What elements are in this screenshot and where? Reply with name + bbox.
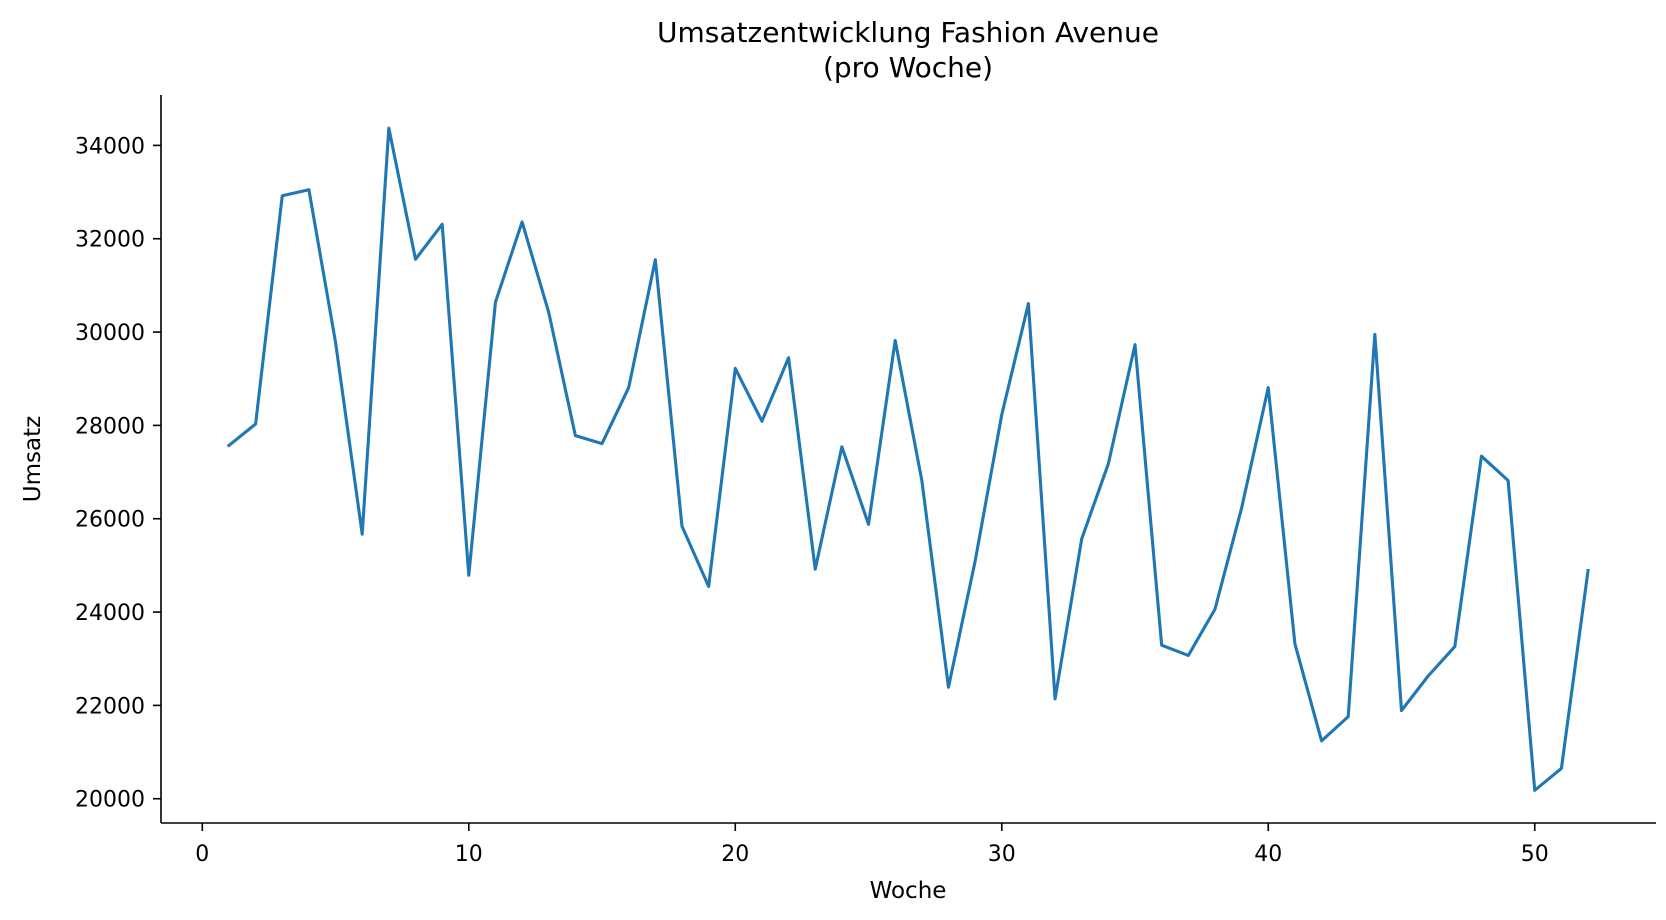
y-tick-label: 30000 [75, 321, 145, 346]
y-tick-label: 20000 [75, 788, 145, 813]
y-axis-label: Umsatz [20, 416, 46, 502]
x-tick-label: 10 [455, 842, 483, 867]
y-tick-label: 22000 [75, 694, 145, 719]
chart-subtitle: (pro Woche) [823, 51, 993, 84]
x-axis-label: Woche [870, 878, 947, 904]
y-tick-label: 24000 [75, 601, 145, 626]
x-tick-label: 20 [721, 842, 749, 867]
chart-title: Umsatzentwicklung Fashion Avenue [657, 16, 1159, 49]
y-tick-label: 26000 [75, 508, 145, 533]
y-tick-label: 34000 [75, 134, 145, 159]
axis-ticks: 0 10 20 30 40 50 20000 22000 24000 26000 28000 3000… [75, 134, 1549, 867]
x-tick-label: 30 [988, 842, 1016, 867]
x-tick-label: 0 [195, 842, 209, 867]
x-tick-label: 40 [1254, 842, 1282, 867]
x-tick-label: 50 [1521, 842, 1549, 867]
series-line-umsatz [226, 126, 1590, 792]
y-tick-label: 28000 [75, 414, 145, 439]
y-tick-label: 32000 [75, 228, 145, 253]
